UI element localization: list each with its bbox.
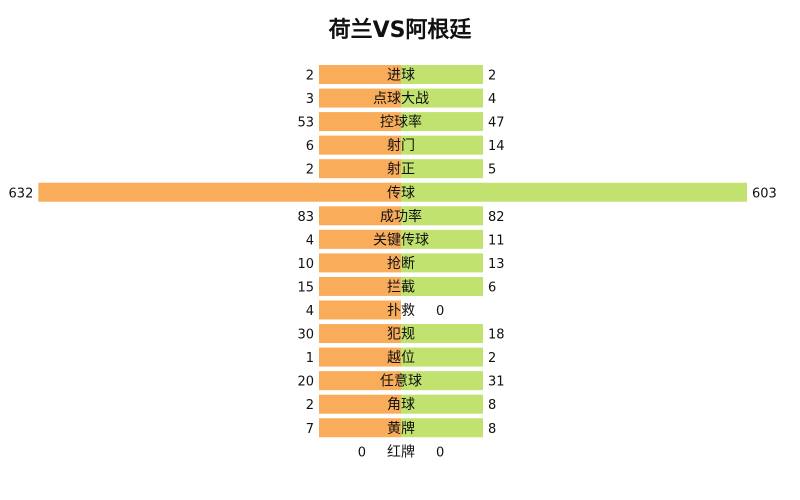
category-label: 角球	[387, 397, 415, 413]
bar-left	[38, 182, 402, 202]
value-label-right: 8	[488, 398, 496, 413]
category-label: 抢断	[387, 255, 415, 272]
value-label-left: 4	[306, 233, 314, 248]
value-label-right: 31	[488, 375, 505, 390]
value-label-right: 18	[488, 328, 505, 343]
bar-left	[319, 371, 401, 391]
bar-left	[319, 159, 401, 179]
value-label-right: 82	[488, 210, 505, 225]
bar-left	[319, 300, 401, 320]
value-label-right: 14	[488, 139, 505, 154]
category-label: 关键传球	[373, 232, 429, 248]
bar-right	[401, 88, 483, 108]
value-label-right: 0	[436, 304, 444, 319]
bar-left	[319, 324, 401, 344]
chart-title: 荷兰VS阿根廷	[328, 18, 472, 43]
value-label-left: 7	[306, 422, 314, 437]
bar-right	[401, 394, 483, 414]
value-label-right: 6	[488, 280, 496, 295]
category-label: 射门	[387, 138, 415, 154]
bar-right	[401, 112, 483, 132]
bar-right	[401, 253, 483, 273]
bar-right	[401, 347, 483, 367]
bar-right	[401, 159, 483, 179]
value-label-left: 0	[358, 445, 366, 460]
value-label-right: 603	[752, 186, 777, 201]
bar-right	[401, 182, 747, 202]
bar-left	[319, 418, 401, 438]
bar-right	[401, 418, 483, 438]
bar-right	[401, 371, 483, 391]
category-label: 红牌	[387, 443, 415, 460]
category-label: 任意球	[380, 373, 422, 390]
value-label-left: 1	[306, 351, 314, 366]
value-label-left: 2	[306, 69, 314, 84]
value-label-right: 47	[488, 116, 505, 131]
bar-left	[319, 206, 401, 226]
value-label-left: 15	[297, 280, 314, 295]
value-label-right: 2	[488, 69, 496, 84]
category-label: 犯规	[387, 327, 415, 343]
bar-left	[319, 276, 401, 296]
value-label-right: 4	[488, 92, 496, 107]
category-label: 点球大战	[373, 91, 429, 107]
value-label-right: 8	[488, 422, 496, 437]
bar-right	[401, 135, 483, 155]
value-label-left: 83	[297, 210, 314, 225]
value-label-right: 11	[488, 233, 505, 248]
value-label-left: 632	[9, 186, 34, 201]
bar-left	[319, 65, 401, 84]
value-label-right: 2	[488, 351, 496, 366]
value-label-left: 20	[297, 375, 314, 390]
bar-left	[319, 88, 401, 108]
category-label: 进球	[387, 68, 415, 84]
value-label-left: 10	[297, 257, 314, 272]
bar-left	[319, 394, 401, 414]
bar-left	[319, 253, 401, 273]
bar-right	[401, 206, 483, 226]
bar-left	[319, 112, 401, 132]
value-label-left: 6	[306, 139, 314, 154]
bar-left	[319, 229, 401, 249]
value-label-right: 13	[488, 257, 505, 272]
bar-right	[401, 324, 483, 344]
category-label: 射正	[387, 162, 415, 178]
bar-right	[401, 276, 483, 296]
category-label: 控球率	[380, 114, 422, 131]
value-label-left: 53	[297, 116, 314, 131]
value-label-right: 0	[436, 445, 444, 460]
value-label-left: 3	[306, 92, 314, 107]
value-label-right: 5	[488, 163, 496, 178]
category-label: 扑救	[387, 303, 415, 319]
category-label: 拦截	[387, 279, 415, 295]
value-label-left: 30	[297, 328, 314, 343]
bar-right	[401, 65, 483, 84]
bar-left	[319, 135, 401, 155]
value-label-left: 2	[306, 398, 314, 413]
value-label-left: 2	[306, 163, 314, 178]
category-label: 黄牌	[387, 420, 415, 437]
bar-right	[401, 229, 483, 249]
category-label: 越位	[387, 350, 415, 366]
value-label-left: 4	[306, 304, 314, 319]
category-label: 成功率	[380, 208, 422, 225]
bar-left	[319, 347, 401, 367]
category-label: 传球	[387, 185, 415, 201]
